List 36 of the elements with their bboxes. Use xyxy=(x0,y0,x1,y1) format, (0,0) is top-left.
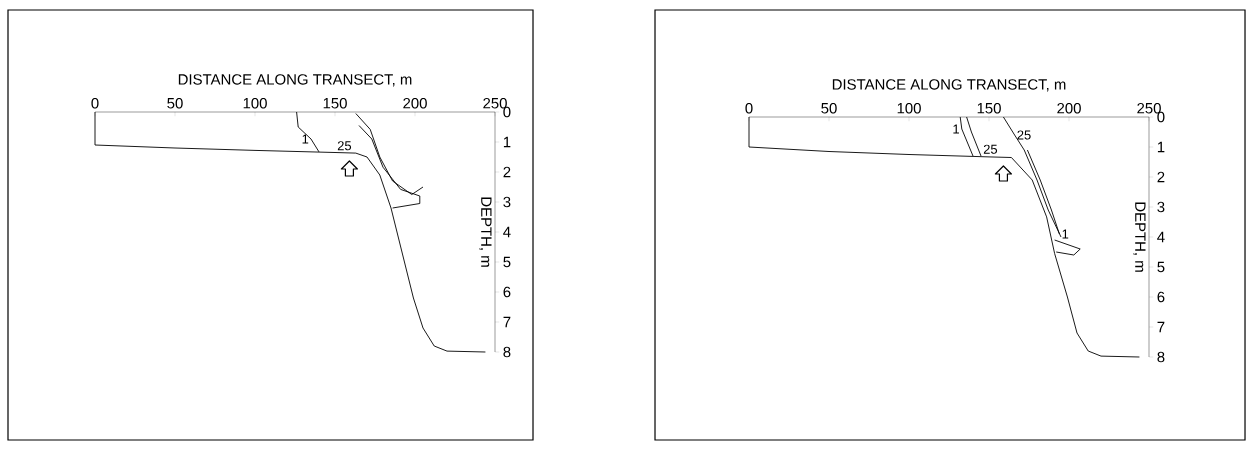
x-tick-label: 200 xyxy=(1057,102,1081,114)
y-tick-label: 1 xyxy=(1157,141,1165,153)
annotation: 1 xyxy=(1062,229,1069,239)
x-tick-label: 150 xyxy=(977,102,1001,114)
annotation: 25 xyxy=(337,141,352,151)
y-tick-label: 8 xyxy=(503,346,511,358)
x-tick-label: 200 xyxy=(403,97,427,109)
y-axis-title: DEPTH, m xyxy=(1133,202,1146,272)
y-tick-label: 6 xyxy=(503,286,511,298)
y-tick-label: 4 xyxy=(1157,231,1165,243)
annotation: 1 xyxy=(953,124,959,134)
y-tick-label: 2 xyxy=(1157,171,1165,183)
annotation: 25 xyxy=(983,144,998,154)
x-tick-label: 0 xyxy=(91,97,99,109)
annotation: 1 xyxy=(302,134,309,144)
x-tick-label: 0 xyxy=(745,102,753,114)
y-tick-label: 5 xyxy=(503,256,511,268)
y-axis-title: DEPTH, m xyxy=(479,197,492,267)
x-tick-label: 100 xyxy=(243,97,267,109)
y-tick-label: 5 xyxy=(1157,261,1165,273)
x-tick-label: 150 xyxy=(323,97,347,109)
x-tick-label: 50 xyxy=(167,97,183,109)
annotation: 25 xyxy=(1017,130,1031,140)
y-tick-label: 6 xyxy=(1157,291,1165,303)
y-tick-label: 1 xyxy=(503,136,511,148)
y-tick-label: 7 xyxy=(503,316,511,328)
y-tick-label: 3 xyxy=(503,196,511,208)
y-tick-label: 2 xyxy=(503,166,511,178)
x-tick-label: 100 xyxy=(897,102,921,114)
y-tick-label: 3 xyxy=(1157,201,1165,213)
y-tick-label: 8 xyxy=(1157,351,1165,363)
x-axis-title: DISTANCE ALONG TRANSECT, m xyxy=(178,74,412,87)
x-tick-label: 50 xyxy=(821,102,837,114)
y-tick-label: 4 xyxy=(503,226,511,238)
x-axis-title: DISTANCE ALONG TRANSECT, m xyxy=(832,79,1066,92)
y-tick-label: 7 xyxy=(1157,321,1165,333)
